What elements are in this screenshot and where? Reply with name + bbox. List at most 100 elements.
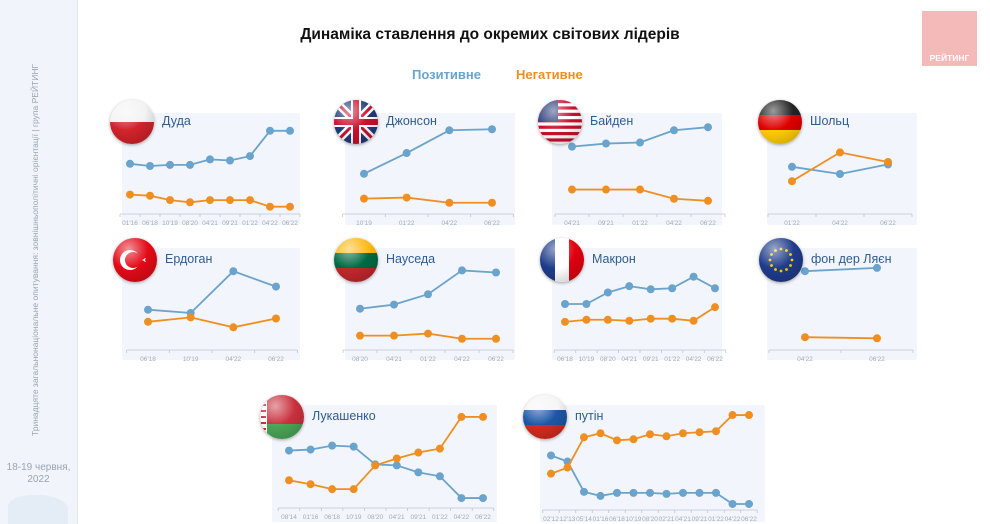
x-tick-label: 04'21 [621,356,637,363]
chart-background [540,405,765,522]
leader-name: Дуда [162,114,191,128]
negative-data-point [679,429,687,438]
x-tick-label: 01'16 [593,516,609,523]
positive-data-point [580,487,588,496]
negative-data-point [458,334,466,343]
rating-logo: РЕЙТИНГ [922,11,977,66]
negative-data-point [625,316,634,325]
x-tick-label: 06'22 [282,220,298,227]
positive-data-point [679,488,687,497]
leader-name: Джонсон [386,114,437,128]
positive-data-point [479,494,487,503]
positive-data-point [402,149,411,158]
x-tick-label: 09'21 [222,220,238,227]
sidebar: Тринадцяте загальнонаціональне опитуванн… [0,0,78,524]
positive-data-point [360,169,368,178]
x-tick-label: 06'22 [707,356,723,363]
x-tick-label: 06'18 [609,516,625,523]
legend-positive: Позитивне [412,67,481,82]
positive-data-point [488,125,496,134]
negative-data-point [328,485,337,494]
positive-data-point [596,491,605,500]
positive-data-point [126,159,134,168]
x-tick-label: 06'22 [488,356,504,363]
positive-series-line [288,444,483,499]
negative-series-line [550,414,749,475]
positive-data-point [392,461,401,470]
positive-data-point [646,285,655,294]
germany-flag-icon [758,100,802,144]
positive-data-point [662,489,671,498]
positive-data-point [266,126,274,135]
chart-background [272,405,497,522]
usa-flag-icon [538,100,582,144]
negative-data-point [226,196,234,205]
belarus-flag-icon [260,395,304,439]
negative-data-point [286,202,294,211]
positive-data-point [561,300,569,308]
x-tick-label: 01'22 [432,514,448,521]
negative-data-point [414,448,423,457]
positive-series-line [363,128,493,175]
positive-data-point [435,472,444,481]
positive-data-point [547,451,555,460]
negative-data-point [636,185,644,194]
leader-name: путін [575,409,604,423]
negative-data-point [884,158,892,166]
x-tick-label: 04'22 [454,514,470,521]
russia-flag-icon [523,395,567,439]
negative-data-point [711,303,719,312]
negative-data-point [670,194,678,203]
positive-data-point [582,300,591,308]
x-tick-label: 06'18 [140,356,156,363]
x-tick-label: 06'22 [475,514,491,521]
negative-data-point [580,433,588,442]
x-tick-label: 08'20 [182,220,198,227]
negative-data-point [646,430,654,439]
x-tick-label: 09'21 [643,356,659,363]
negative-data-point [788,177,796,186]
negative-data-point [146,191,154,200]
leader-name: Науседа [386,252,436,266]
negative-data-point [568,185,576,194]
positive-series-line [565,275,716,305]
x-tick-label: 04'21 [675,516,691,523]
france-flag-icon [540,238,584,282]
x-tick-label: 09'21 [410,514,426,521]
negative-data-point [392,454,401,463]
positive-data-point [689,272,698,281]
leader-name: Байден [590,114,634,128]
negative-data-point [349,485,358,494]
x-tick-label: 08'20 [352,356,368,363]
x-tick-label: 01'16 [303,514,319,521]
x-tick-label: 06'22 [869,356,885,363]
negative-data-point [435,444,444,453]
positive-data-point [801,267,809,276]
negative-data-point [126,190,134,199]
uk-flag-icon [334,100,378,144]
positive-data-point [458,266,466,275]
positive-data-point [328,441,337,450]
positive-data-point [424,290,432,299]
negative-data-point [603,315,612,324]
negative-data-point [629,435,638,444]
positive-data-point [146,162,154,170]
negative-data-point [561,317,569,326]
x-tick-label: 06'22 [741,516,757,523]
map-decoration [8,495,68,524]
x-tick-label: 02'12 [543,516,559,523]
negative-data-point [662,432,671,441]
negative-data-point [689,316,698,325]
legend-negative: Негативне [516,67,583,82]
x-tick-label: 01'22 [632,220,648,227]
negative-series-line [288,416,483,491]
x-tick-label: 10'19 [183,356,199,363]
negative-series-line [363,196,492,204]
